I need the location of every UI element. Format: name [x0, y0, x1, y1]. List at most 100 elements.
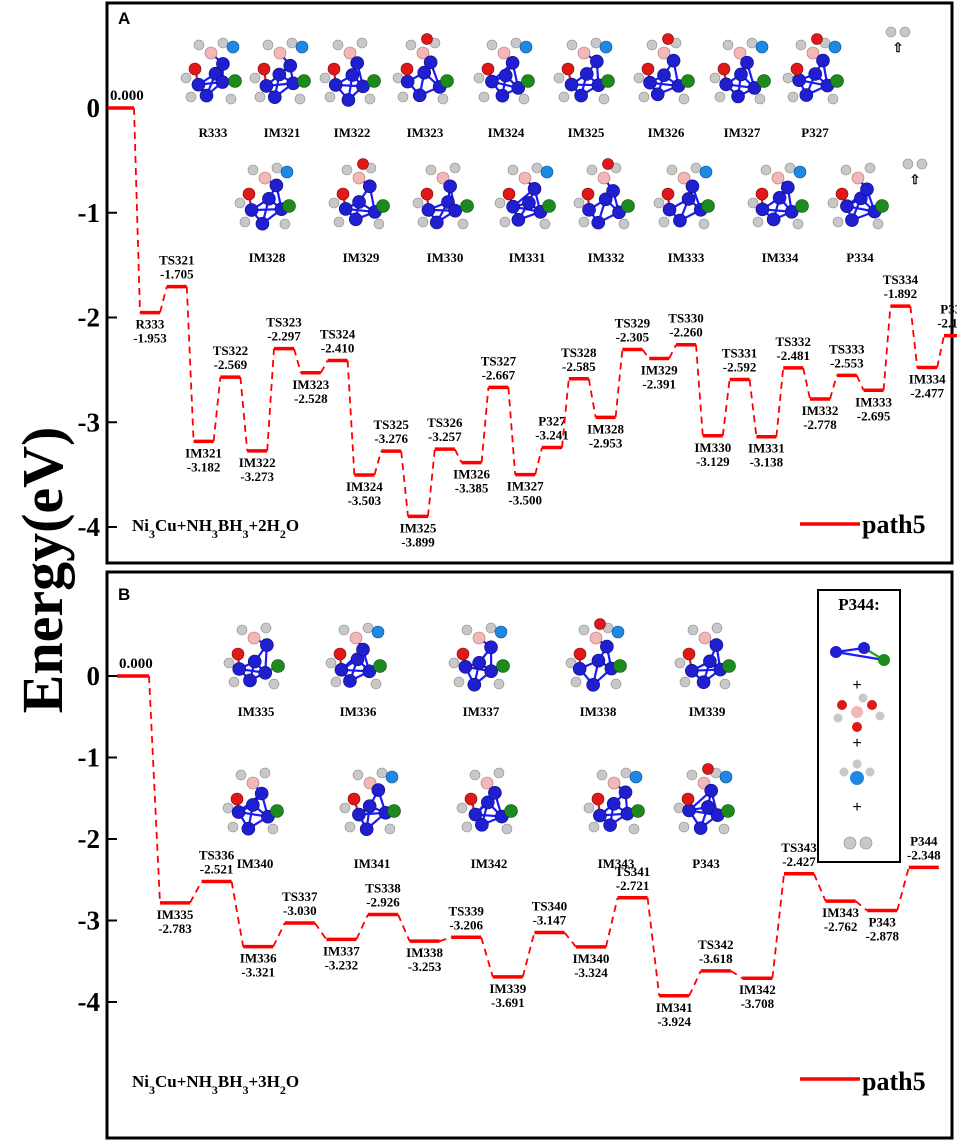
h-atom [294, 93, 306, 105]
level-name: TS326 [427, 415, 463, 430]
h-atom [690, 162, 702, 174]
level-value: -3.691 [491, 995, 525, 1010]
o-atom [502, 187, 516, 201]
o-atom [464, 792, 478, 806]
ni-atom [696, 675, 711, 689]
formula-part: Cu+NH [155, 1072, 212, 1091]
structure-label: P334 [846, 250, 874, 265]
cu-atom [367, 74, 381, 88]
cu-atom [387, 804, 401, 818]
o-atom [641, 62, 655, 76]
formula-part: Ni [132, 516, 149, 535]
cu-atom [440, 74, 454, 88]
level-value: -2.410 [321, 340, 355, 355]
panel-b-frame [105, 570, 954, 1140]
ni-atom [784, 204, 799, 219]
cu-atom [521, 74, 535, 88]
ni-atom [241, 821, 256, 836]
h-atom [709, 72, 721, 84]
ni-atom [564, 77, 579, 92]
connector [748, 379, 758, 437]
level-value: -2.569 [214, 357, 248, 372]
molecule-im342 [456, 767, 518, 835]
h-atom [239, 216, 251, 228]
molecule-im321 [249, 37, 311, 105]
ni-atom [860, 182, 874, 197]
ni-atom [505, 56, 520, 70]
ni-atom [362, 799, 377, 813]
molecule-im323 [392, 33, 454, 105]
h-atom [531, 162, 543, 174]
cu-atom [297, 74, 311, 88]
b-atom [247, 631, 261, 645]
ni-atom [522, 196, 536, 210]
level-value: -3.182 [187, 459, 221, 474]
connector [721, 379, 731, 436]
level-name: TS327 [481, 353, 517, 368]
h-atom [698, 218, 710, 230]
ni-atom [484, 640, 498, 655]
h-atom [180, 72, 192, 84]
panel-a-tag: A [118, 9, 130, 28]
ni-atom [662, 202, 677, 217]
b-atom [806, 46, 820, 60]
ni-atom [485, 74, 499, 89]
molecule-im325 [553, 37, 615, 105]
level-value: -2.926 [366, 894, 400, 909]
ni-atom [371, 783, 386, 797]
formula-part: +3H [248, 1072, 279, 1091]
o-atom [230, 792, 244, 806]
structure-label: IM327 [724, 125, 761, 140]
level-value: -3.503 [348, 493, 382, 508]
structure-label: P327 [801, 125, 829, 140]
structure-label: IM331 [509, 250, 546, 265]
ni-atom [643, 75, 657, 90]
level-name: TS337 [282, 889, 318, 904]
h-atom [493, 767, 505, 779]
h-atom [782, 72, 794, 84]
ni-atom [247, 654, 262, 669]
ni-atom [243, 673, 257, 688]
ni-atom [657, 68, 671, 82]
level-value: -2.305 [616, 329, 650, 344]
ni-atom [362, 179, 377, 194]
level-value: -2.348 [907, 847, 941, 862]
h-atom [384, 823, 396, 835]
connector [314, 922, 328, 940]
subscript: 3 [242, 527, 248, 541]
ni-atom [341, 93, 356, 107]
ni-atom [830, 646, 842, 658]
cu-atom [701, 199, 715, 213]
h-atom [795, 39, 807, 51]
level-value: -2.778 [803, 417, 837, 432]
h-atom [376, 767, 388, 779]
structure-label: IM337 [463, 704, 500, 719]
ni-atom [766, 212, 781, 227]
ni-atom [693, 821, 708, 835]
ni-atom [272, 67, 287, 82]
ni-atom [458, 660, 473, 674]
h-atom [588, 821, 600, 833]
ni-atom [423, 55, 438, 70]
h-atom [711, 622, 723, 634]
h-atom [227, 821, 239, 833]
o-atom [594, 618, 606, 630]
o-atom [456, 647, 470, 661]
level-value: -2.481 [776, 348, 810, 363]
level-name: IM330 [694, 440, 731, 455]
level-name: IM322 [239, 455, 276, 470]
structure-label: R333 [199, 125, 228, 140]
formula-part: O [286, 1072, 299, 1091]
h-atom [747, 197, 759, 209]
h-atom [217, 37, 229, 49]
b-atom [416, 46, 430, 60]
h-atom [405, 39, 417, 51]
structure-label: IM342 [471, 856, 508, 871]
h-atom [493, 678, 505, 690]
connector [695, 344, 704, 436]
subscript: 3 [242, 1083, 248, 1097]
h-atom [598, 93, 610, 105]
level-name: TS338 [365, 880, 401, 895]
o-atom [681, 792, 695, 806]
o-atom [835, 187, 849, 201]
